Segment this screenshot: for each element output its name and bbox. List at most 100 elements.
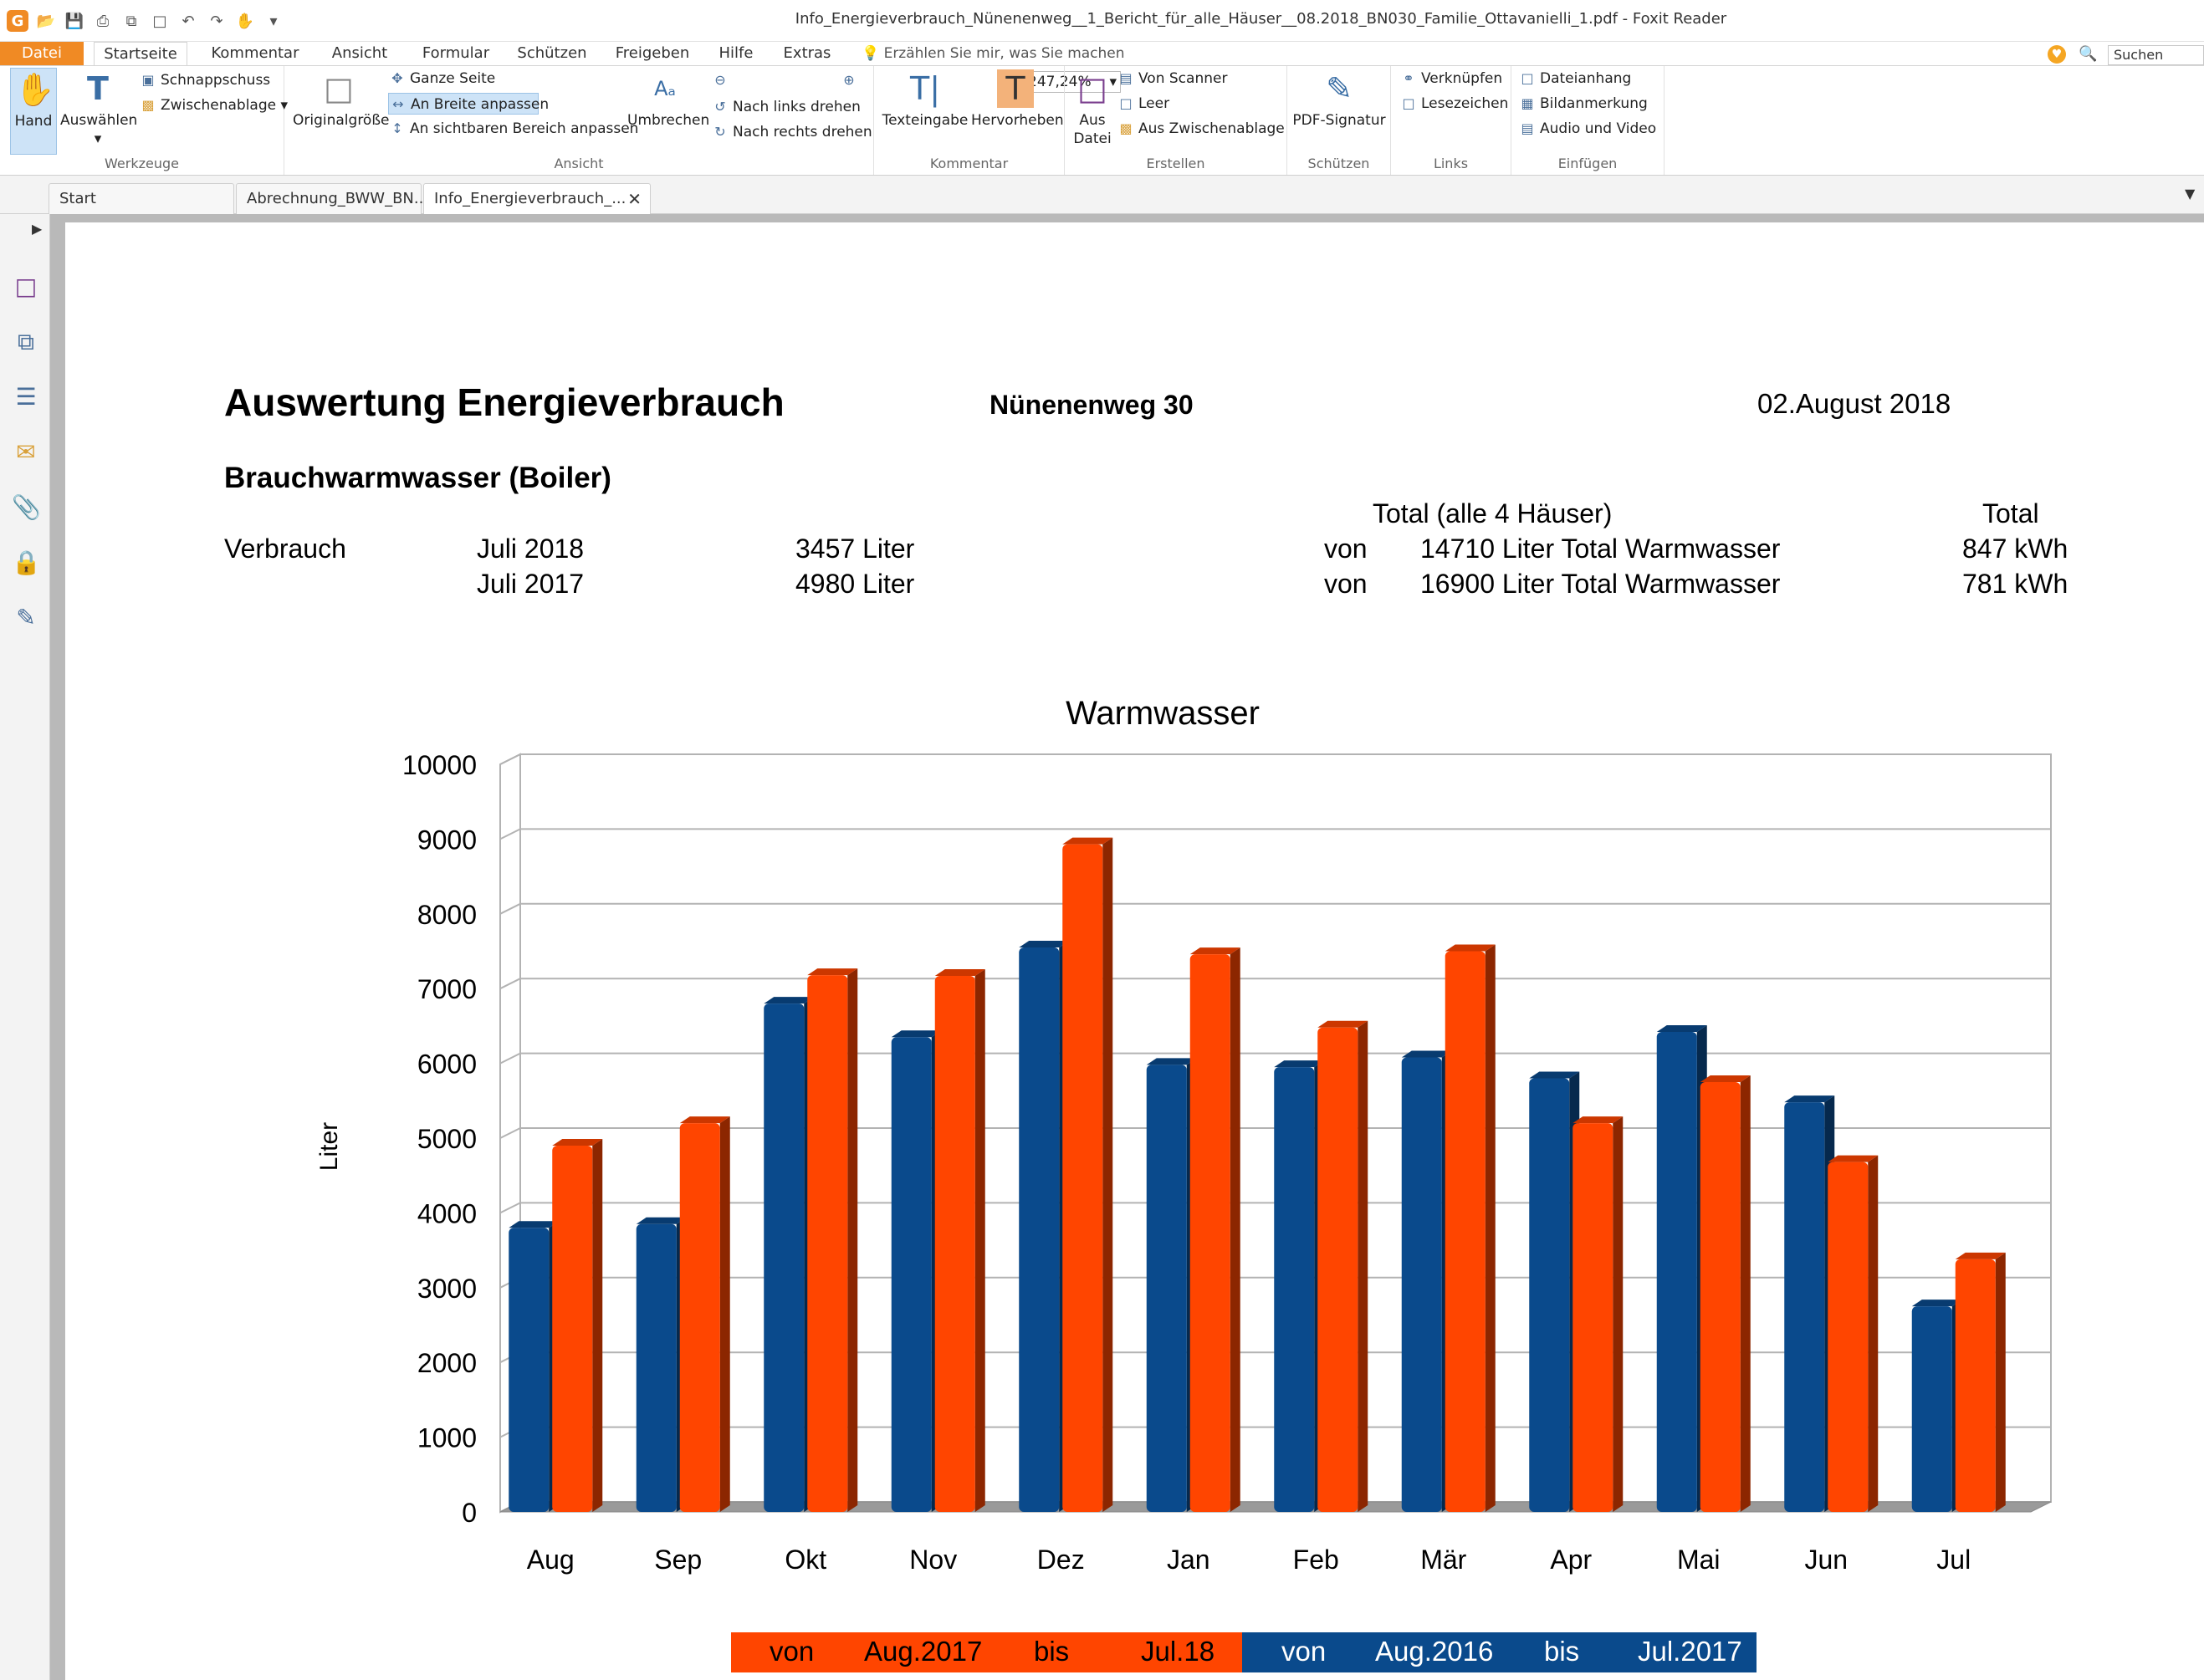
- from-clipboard-label: Aus Zwischenablage: [1138, 120, 1285, 137]
- tabs-menu-icon[interactable]: ▼: [2185, 186, 2196, 202]
- customize-icon[interactable]: ▾: [269, 12, 278, 30]
- stack-icon[interactable]: ☰: [15, 383, 37, 411]
- expand-panel-icon[interactable]: ▶: [32, 221, 43, 237]
- bar-top: [934, 969, 985, 977]
- lock-icon[interactable]: 🔒: [12, 549, 41, 576]
- tab-datei[interactable]: Datei: [0, 42, 84, 65]
- open-icon[interactable]: 📂: [36, 12, 56, 30]
- tab-hilfe[interactable]: Hilfe: [718, 44, 754, 62]
- y-tick-label: 2000: [417, 1348, 477, 1378]
- group-label-ansicht: Ansicht: [554, 156, 604, 171]
- bar-side: [1230, 947, 1240, 1512]
- bar-top: [1019, 941, 1070, 948]
- tab-schuetzen[interactable]: Schützen: [517, 44, 587, 62]
- rotate-left-button[interactable]: ↺ Nach links drehen: [711, 96, 861, 118]
- bar: [636, 1223, 677, 1512]
- tab-start[interactable]: Start: [49, 183, 234, 214]
- pages-icon[interactable]: □: [14, 273, 38, 300]
- comments-icon[interactable]: ✉: [16, 438, 36, 466]
- select-button[interactable]: T Auswählen ▾: [60, 68, 137, 148]
- bar: [1019, 947, 1060, 1512]
- row-period: Juli 2018: [477, 534, 585, 564]
- tab-formular[interactable]: Formular: [422, 44, 490, 62]
- heart-icon[interactable]: ♥: [2048, 45, 2066, 64]
- bar-top: [1911, 1300, 1962, 1307]
- new-icon[interactable]: □: [152, 12, 167, 30]
- film-icon: ▤: [1521, 120, 1534, 136]
- y-tick-label: 4000: [417, 1198, 477, 1228]
- redo-icon[interactable]: ↷: [210, 12, 223, 30]
- typewriter-button[interactable]: T| Texteingabe: [881, 68, 969, 130]
- tab-startseite[interactable]: Startseite: [94, 42, 187, 66]
- from-clipboard-button[interactable]: ▩ Aus Zwischenablage: [1117, 118, 1285, 140]
- tab-extras[interactable]: Extras: [783, 44, 831, 62]
- tab-info-energieverbrauch[interactable]: Info_Energieverbrauch_... ✕: [423, 183, 651, 214]
- tab-abrechnung[interactable]: Abrechnung_BWW_BN...: [236, 183, 428, 214]
- gridline-side: [499, 753, 521, 765]
- attachment-icon[interactable]: 📎: [12, 493, 41, 521]
- bar: [1572, 1123, 1613, 1512]
- fit-page-button[interactable]: ✥ Ganze Seite: [388, 68, 495, 89]
- group-label-schuetzen: Schützen: [1307, 156, 1370, 171]
- blank-label: Leer: [1138, 95, 1170, 112]
- y-tick-label: 0: [462, 1498, 477, 1528]
- attachment-button[interactable]: □ Dateianhang: [1518, 68, 1631, 89]
- save-icon[interactable]: 💾: [64, 12, 84, 30]
- legend-red-from: Aug.2017: [864, 1636, 983, 1667]
- hand-tool-icon[interactable]: ✋: [235, 12, 255, 30]
- link-button[interactable]: ⚭ Verknüpfen: [1399, 68, 1502, 89]
- layers-icon[interactable]: ⧉: [18, 328, 34, 355]
- hand-button[interactable]: ✋ Hand: [10, 68, 57, 155]
- total-header: Total (alle 4 Häuser): [1373, 498, 1613, 529]
- from-file-label-1: Aus: [1079, 112, 1106, 129]
- actual-size-label: Originalgröße: [293, 112, 390, 129]
- highlight-label: Hervorheben: [971, 112, 1064, 129]
- quick-access-toolbar: G 📂 💾 ⎙ ⧉ □ ↶ ↷ ✋ ▾: [7, 8, 284, 33]
- print-icon[interactable]: ⎙: [96, 12, 110, 30]
- zoom-out-button[interactable]: ⊖: [711, 69, 736, 91]
- highlight-button[interactable]: T Hervorheben: [971, 68, 1064, 130]
- blank-button[interactable]: □ Leer: [1117, 93, 1169, 115]
- undo-icon[interactable]: ↶: [182, 12, 195, 30]
- bar: [1784, 1102, 1825, 1512]
- bookmark-button[interactable]: □ Lesezeichen: [1399, 93, 1508, 115]
- audio-video-button[interactable]: ▤ Audio und Video: [1518, 118, 1656, 140]
- total-header-right: Total: [1982, 498, 2039, 529]
- document-address: Nünenenweg 30: [989, 390, 1194, 420]
- bar-top: [1401, 1050, 1452, 1058]
- zoom-input[interactable]: 247,24% ▾: [1022, 71, 1121, 93]
- bar-side: [1868, 1155, 1879, 1512]
- row-von: von: [1324, 534, 1368, 564]
- x-tick-label: Okt: [785, 1545, 826, 1575]
- tab-freigeben[interactable]: Freigeben: [615, 44, 690, 62]
- snapshot-button[interactable]: ▣ Schnappschuss: [139, 69, 270, 91]
- reflow-button[interactable]: Aₐ Umbrechen: [627, 68, 709, 130]
- from-file-button[interactable]: □ Aus Datei: [1071, 68, 1113, 148]
- tab-kommentar[interactable]: Kommentar: [211, 44, 299, 62]
- fit-width-button[interactable]: ↔ An Breite anpassen: [388, 93, 549, 115]
- search-input[interactable]: Suchen: [2108, 45, 2204, 65]
- x-tick-label: Nov: [909, 1545, 957, 1575]
- row-kwh: 781 kWh: [1962, 569, 2068, 599]
- y-tick-label: 10000: [402, 750, 477, 780]
- clipboard-button[interactable]: ▩ Zwischenablage ▾: [141, 97, 289, 114]
- x-tick-label: Mär: [1420, 1545, 1466, 1575]
- signature-search-icon[interactable]: ✎: [16, 604, 36, 631]
- fit-width-label: An Breite anpassen: [411, 96, 550, 113]
- image-annotation-button[interactable]: ▦ Bildanmerkung: [1518, 93, 1648, 115]
- copy-icon[interactable]: ⧉: [125, 12, 137, 30]
- from-scanner-button[interactable]: ▤ Von Scanner: [1117, 68, 1227, 89]
- tab-ansicht[interactable]: Ansicht: [331, 44, 388, 62]
- rotate-right-label: Nach rechts drehen: [733, 124, 872, 140]
- group-werkzeuge: ✋ Hand T Auswählen ▾ ▣ Schnappschuss ▩ Zwis…: [0, 66, 288, 175]
- zoom-in-button[interactable]: ⊕: [840, 69, 865, 91]
- pdf-signature-button[interactable]: ✎ PDF-Signatur: [1291, 68, 1388, 130]
- fit-visible-button[interactable]: ↕ An sichtbaren Bereich anpassen: [388, 118, 638, 140]
- folder-search-icon[interactable]: 🔍: [2079, 45, 2098, 63]
- image-annotation-label: Bildanmerkung: [1540, 95, 1648, 112]
- close-icon[interactable]: ✕: [627, 189, 642, 209]
- group-label-kommentar: Kommentar: [929, 156, 1009, 171]
- actual-size-button[interactable]: □ Originalgröße: [293, 68, 390, 130]
- tell-me-input[interactable]: 💡 Erzählen Sie mir, was Sie machen: [862, 45, 1125, 62]
- rotate-right-button[interactable]: ↻ Nach rechts drehen: [711, 121, 872, 143]
